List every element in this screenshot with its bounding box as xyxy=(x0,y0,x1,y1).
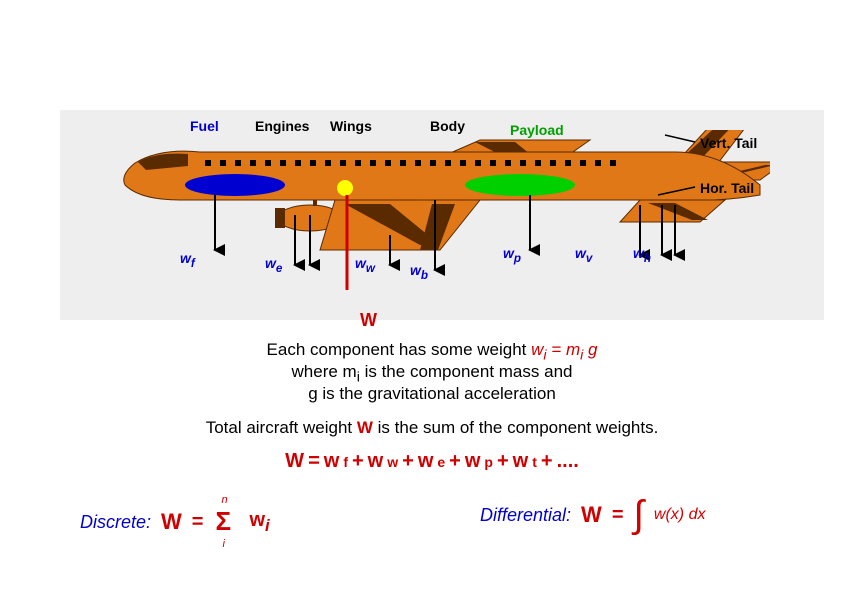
label-wings: Wings xyxy=(330,118,372,134)
w-w: ww xyxy=(355,255,375,275)
w-e: we xyxy=(265,255,282,275)
equation-main: W = wf + ww + we + wp + wt + .... xyxy=(0,450,864,473)
explain-line4: Total aircraft weight W is the sum of th… xyxy=(0,418,864,438)
label-fuel: Fuel xyxy=(190,118,219,134)
w-v: wv xyxy=(575,245,592,265)
w-h: wh xyxy=(633,245,651,265)
discrete-label: Discrete: xyxy=(80,512,151,533)
integral-sign: ∫ xyxy=(634,500,644,530)
payload-pod xyxy=(465,174,575,196)
sigma: n Σ i xyxy=(213,500,239,544)
weight-arrows xyxy=(100,195,800,290)
label-vert-tail: Vert. Tail xyxy=(700,135,757,151)
label-engines: Engines xyxy=(255,118,309,134)
explain-line3: g is the gravitational acceleration xyxy=(0,384,864,404)
W-label: W xyxy=(360,310,377,331)
label-body: Body xyxy=(430,118,465,134)
differential-label: Differential: xyxy=(480,505,571,526)
label-payload: Payload xyxy=(510,122,564,138)
label-hor-tail: Hor. Tail xyxy=(700,180,754,196)
differential-group: Differential: W = ∫ w(x) dx xyxy=(480,500,705,530)
discrete-group: Discrete: W = n Σ i wi xyxy=(80,500,270,544)
explain-line2: where mi is the component mass and xyxy=(0,362,864,385)
w-f: wf xyxy=(180,250,195,270)
w-b: wb xyxy=(410,262,428,282)
leader-lines xyxy=(640,120,700,200)
cg-dot xyxy=(337,180,353,196)
explain-line1: Each component has some weight wi = mi g xyxy=(0,340,864,363)
fuel-pod xyxy=(185,174,285,196)
w-p: wp xyxy=(503,245,521,265)
